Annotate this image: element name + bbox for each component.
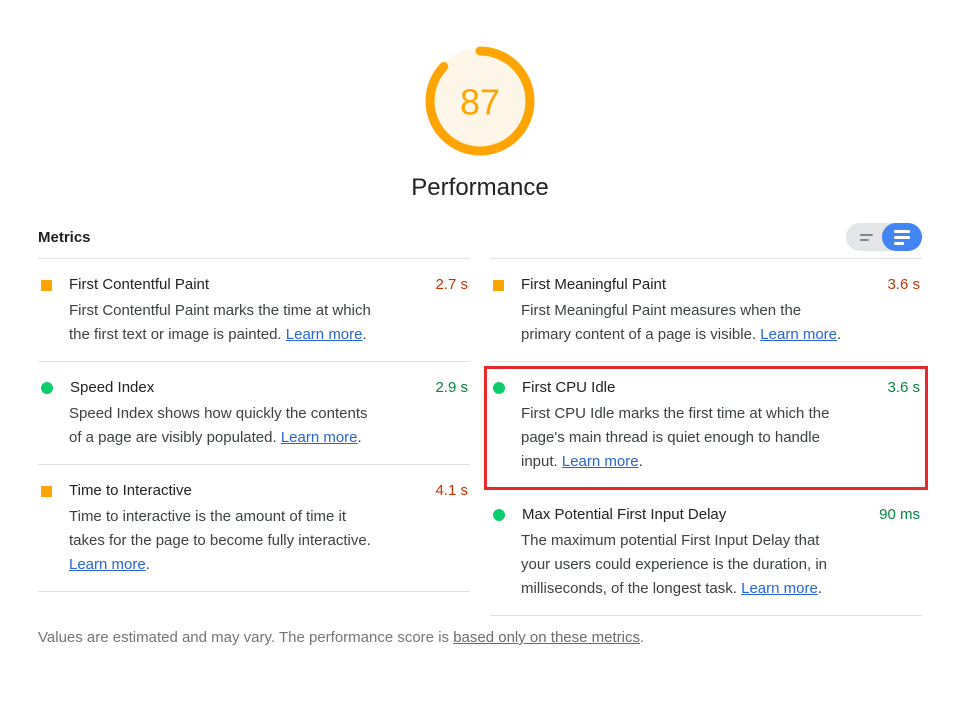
gauge-background-circle — [427, 48, 533, 154]
metric-item-speed-index: Speed Index 2.9 s Speed Index shows how … — [38, 362, 470, 465]
metric-value: 4.1 s — [435, 482, 468, 499]
metric-description: First Meaningful Paint measures when the… — [521, 299, 849, 347]
metric-description: First CPU Idle marks the first time at w… — [521, 402, 849, 474]
metric-head: Max Potential First Input Delay 90 ms — [490, 503, 922, 527]
description-suffix: . — [357, 429, 362, 446]
metric-description-text: First Contentful Paint marks the time at… — [69, 302, 371, 343]
collapse-descriptions-button[interactable] — [846, 223, 886, 251]
metrics-header: Metrics — [38, 222, 922, 252]
average-square-icon — [493, 279, 504, 291]
metric-title: Time to Interactive — [69, 482, 192, 499]
metric-title: First CPU Idle — [522, 379, 616, 396]
metric-value: 3.6 s — [887, 276, 920, 293]
footer-text: Values are estimated and may vary. The p… — [38, 629, 454, 646]
description-suffix: . — [145, 556, 150, 573]
good-circle-icon — [41, 382, 53, 394]
description-suffix: . — [638, 453, 643, 470]
metric-value: 2.7 s — [435, 276, 468, 293]
metrics-column-right: First Meaningful Paint 3.6 s First Meani… — [484, 258, 928, 616]
metric-head: First CPU Idle 3.6 s — [490, 376, 922, 400]
metrics-section-title: Metrics — [38, 228, 91, 246]
score-calculation-link[interactable]: based only on these metrics — [453, 629, 640, 646]
metric-description-text: Time to interactive is the amount of tim… — [69, 508, 371, 549]
metric-description-text: Speed Index shows how quickly the conten… — [69, 405, 368, 446]
score-gauge-icon: 87 — [425, 46, 535, 156]
metric-item-max-potential-first-input-delay: Max Potential First Input Delay 90 ms Th… — [490, 489, 922, 616]
metric-value: 3.6 s — [887, 379, 920, 396]
long-lines-icon — [894, 229, 910, 245]
performance-score-gauge[interactable]: 87 — [425, 46, 535, 156]
metric-description: First Contentful Paint marks the time at… — [69, 299, 382, 347]
metric-title: First Meaningful Paint — [521, 276, 667, 293]
metric-title: Max Potential First Input Delay — [522, 506, 727, 523]
learn-more-link[interactable]: Learn more — [280, 429, 358, 446]
short-lines-icon — [859, 233, 873, 241]
average-square-icon — [41, 279, 52, 291]
average-square-icon — [41, 485, 52, 497]
metric-head: Speed Index 2.9 s — [38, 376, 470, 400]
metric-item-first-cpu-idle-highlighted: First CPU Idle 3.6 s First CPU Idle mark… — [484, 362, 928, 490]
performance-category-title[interactable]: Performance — [411, 174, 549, 201]
learn-more-link[interactable]: Learn more — [741, 580, 818, 597]
good-circle-icon — [493, 382, 505, 394]
learn-more-link[interactable]: Learn more — [760, 326, 838, 343]
expand-descriptions-button[interactable] — [882, 223, 922, 251]
description-suffix: . — [817, 580, 822, 597]
report-footer: Values are estimated and may vary. The p… — [38, 629, 922, 646]
metric-description: Time to interactive is the amount of tim… — [69, 505, 382, 577]
good-circle-icon — [493, 509, 505, 521]
gauge-arc — [425, 46, 535, 156]
metric-item-time-to-interactive: Time to Interactive 4.1 s Time to intera… — [38, 465, 470, 592]
performance-gauge-section: 87 Performance — [0, 0, 960, 202]
metric-head: First Contentful Paint 2.7 s — [38, 273, 470, 297]
metrics-columns: First Contentful Paint 2.7 s First Conte… — [38, 258, 928, 616]
metric-description: The maximum potential First Input Delay … — [521, 529, 849, 601]
metric-description-text: First CPU Idle marks the first time at w… — [521, 405, 830, 470]
metrics-section: Metrics — [38, 222, 928, 616]
metric-value: 2.9 s — [435, 379, 468, 396]
metric-head: Time to Interactive 4.1 s — [38, 479, 470, 503]
metric-head: First Meaningful Paint 3.6 s — [490, 273, 922, 297]
metric-item-first-contentful-paint: First Contentful Paint 2.7 s First Conte… — [38, 259, 470, 362]
metric-title: Speed Index — [70, 379, 155, 396]
metric-title: First Contentful Paint — [69, 276, 210, 293]
description-suffix: . — [837, 326, 842, 343]
metric-descriptions-toggle[interactable] — [846, 223, 922, 251]
metric-description-text: The maximum potential First Input Delay … — [521, 532, 828, 597]
performance-score-value: 87 — [460, 82, 500, 123]
metric-item-first-meaningful-paint: First Meaningful Paint 3.6 s First Meani… — [490, 259, 922, 362]
footer-suffix: . — [639, 629, 645, 646]
metric-description-text: First Meaningful Paint measures when the… — [521, 302, 802, 343]
metric-description: Speed Index shows how quickly the conten… — [69, 402, 382, 450]
learn-more-link[interactable]: Learn more — [561, 453, 639, 470]
learn-more-link[interactable]: Learn more — [69, 556, 146, 573]
metric-value: 90 ms — [879, 506, 920, 523]
learn-more-link[interactable]: Learn more — [285, 326, 363, 343]
metrics-column-left: First Contentful Paint 2.7 s First Conte… — [38, 258, 470, 616]
description-suffix: . — [362, 326, 367, 343]
